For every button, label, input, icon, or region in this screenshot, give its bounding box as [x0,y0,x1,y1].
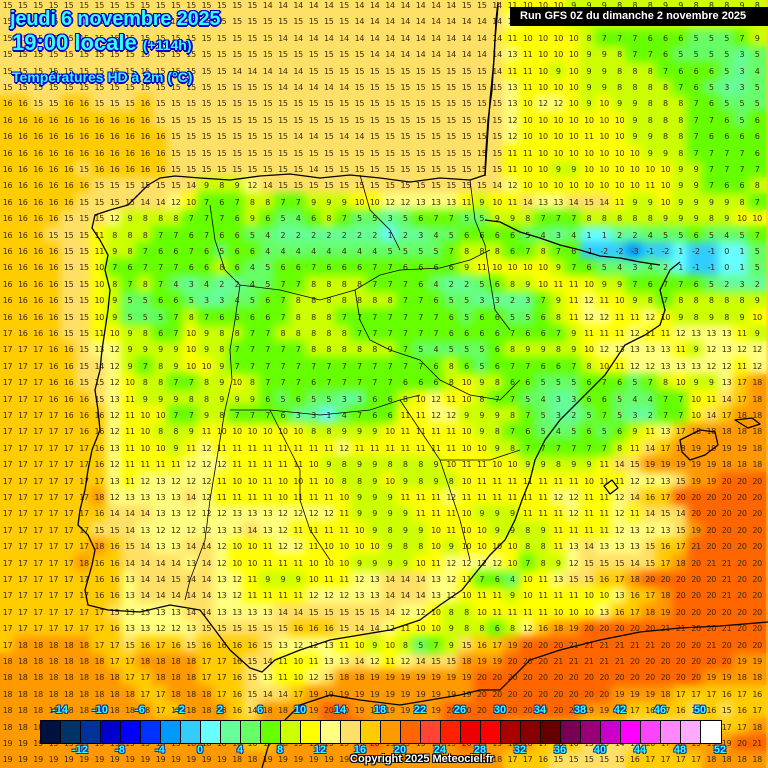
legend-swatch [681,721,701,743]
legend-tick: 30 [493,704,507,716]
legend-swatch [361,721,381,743]
legend-swatch [381,721,401,743]
legend-tick: 14 [333,704,347,716]
legend-tick: 44 [633,744,647,756]
legend-tick: 16 [353,744,367,756]
legend-swatch [581,721,601,743]
legend-swatch [81,721,101,743]
legend-swatch [561,721,581,743]
forecast-date: jeudi 6 novembre 2025 [10,8,221,30]
legend-tick: -4 [155,744,165,756]
local-time: 19:00 locale [12,30,137,55]
legend-tick: 40 [593,744,607,756]
legend-swatch [61,721,81,743]
legend-tick: 24 [433,744,447,756]
legend-tick: 12 [313,744,327,756]
legend-tick: 50 [693,704,707,716]
legend-tick: 8 [276,744,284,756]
legend-swatch [201,721,221,743]
legend-tick: 4 [236,744,244,756]
legend-tick: 46 [653,704,667,716]
legend-swatch [101,721,121,743]
legend-swatch [281,721,301,743]
legend-swatch [601,721,621,743]
legend-tick: 28 [473,744,487,756]
legend-swatch [641,721,661,743]
legend-swatch [441,721,461,743]
forecast-time: 19:00 locale (+114h) [12,30,192,56]
legend-swatch [401,721,421,743]
legend-tick: 52 [713,744,727,756]
legend-tick: 42 [613,704,627,716]
legend-tick: 34 [533,704,547,716]
legend-swatch [301,721,321,743]
legend-tick: -6 [135,704,145,716]
legend-tick: -14 [52,704,68,716]
legend-swatch [521,721,541,743]
legend-swatch [121,721,141,743]
legend-tick: 10 [293,704,307,716]
legend-swatch [141,721,161,743]
legend-swatch [461,721,481,743]
legend-swatch [661,721,681,743]
legend-swatch [161,721,181,743]
legend-swatch [341,721,361,743]
copyright-notice: Copyright 2025 Meteociel.fr [350,753,494,765]
legend-swatch [481,721,501,743]
legend-tick: -10 [92,704,108,716]
legend-tick: 2 [216,704,224,716]
legend-swatch [621,721,641,743]
legend-swatch [321,721,341,743]
color-scale-legend [40,720,722,744]
legend-tick: -12 [72,744,88,756]
legend-swatch [421,721,441,743]
legend-tick: -2 [175,704,185,716]
legend-swatch [501,721,521,743]
legend-swatch [261,721,281,743]
legend-tick: 38 [573,704,587,716]
legend-swatch [221,721,241,743]
legend-tick: 48 [673,744,687,756]
legend-tick: 22 [413,704,427,716]
legend-tick: 18 [373,704,387,716]
legend-tick: 36 [553,744,567,756]
legend-tick: 0 [196,744,204,756]
legend-tick: 32 [513,744,527,756]
legend-swatch [541,721,561,743]
legend-swatch [41,721,61,743]
legend-swatch [181,721,201,743]
model-run-label: Run GFS 0Z du dimanche 2 novembre 2025 [510,7,768,26]
legend-swatch [241,721,261,743]
legend-tick: -8 [115,744,125,756]
lead-time: (+114h) [142,37,192,53]
parameter-title: Températures HD à 2m (°C) [12,69,193,85]
legend-tick: 20 [393,744,407,756]
legend-tick: 26 [453,704,467,716]
legend-tick: 6 [256,704,264,716]
legend-swatch [701,721,721,743]
